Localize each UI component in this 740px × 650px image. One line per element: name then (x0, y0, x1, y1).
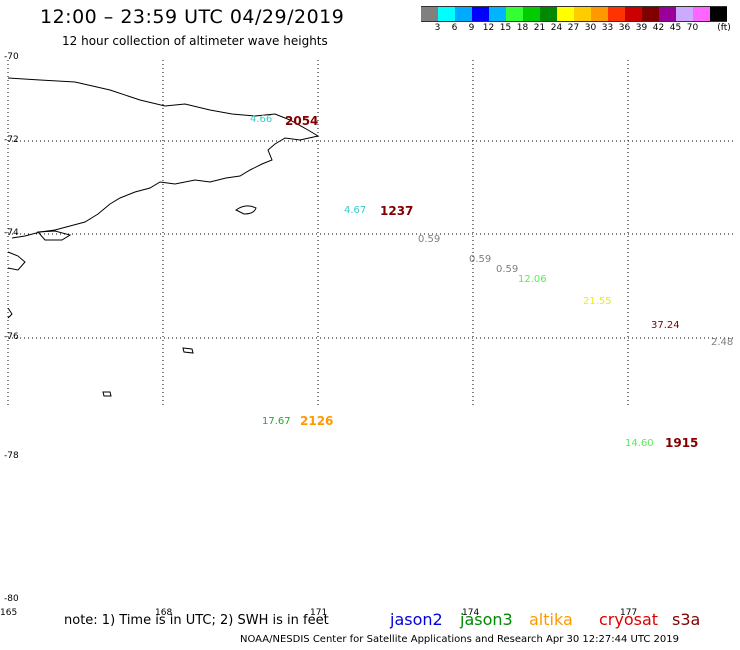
satellite-altika: altika (529, 610, 573, 629)
wave-height-label: 0.59 (418, 234, 441, 245)
legend-label: 18 (516, 23, 529, 33)
wave-height-label: 12.06 (518, 274, 547, 285)
legend-label: 3 (434, 23, 441, 33)
legend-swatch (540, 6, 557, 22)
satellite-jason2: jason2 (390, 610, 443, 629)
legend-swatch (710, 6, 727, 22)
wave-height-label: 37.24 (651, 320, 680, 331)
satellite-cryosat: cryosat (599, 610, 659, 629)
legend-swatch (574, 6, 591, 22)
legend-label: 6 (451, 23, 458, 33)
legend-swatch (693, 6, 710, 22)
coastline (7, 77, 320, 397)
legend-swatch (523, 6, 540, 22)
legend-swatch (455, 6, 472, 22)
legend-label: 9 (468, 23, 475, 33)
legend-swatch (642, 6, 659, 22)
map-title: 12:00 – 23:59 UTC 04/29/2019 (40, 6, 345, 28)
legend-swatch (421, 6, 438, 22)
legend-label: 24 (550, 23, 563, 33)
lat-label: -70 (4, 52, 19, 62)
wave-height-label: 2.48 (711, 337, 734, 348)
lon-label: 177 (620, 608, 638, 618)
legend-label: 27 (567, 23, 580, 33)
pass-time-label: 2054 (285, 114, 319, 128)
legend-label: 70 (686, 23, 699, 33)
legend-label: 21 (533, 23, 546, 33)
legend-label: 36 (618, 23, 631, 33)
map-subtitle: 12 hour collection of altimeter wave hei… (62, 34, 328, 48)
footer-note: note: 1) Time is in UTC; 2) SWH is in fe… (64, 613, 329, 628)
wave-height-label: 0.59 (496, 264, 519, 275)
legend-label: 15 (499, 23, 512, 33)
wave-height-label: 4.66 (250, 114, 273, 125)
satellite-s3a: s3a (672, 610, 701, 629)
legend-label: 30 (584, 23, 597, 33)
lat-label: -72 (4, 135, 19, 145)
lat-label: -78 (4, 451, 19, 461)
legend-swatch (659, 6, 676, 22)
legend-swatch (557, 6, 574, 22)
satellite-jason3: jason3 (460, 610, 513, 629)
pass-time-label: 2126 (300, 414, 334, 428)
legend-label: 45 (669, 23, 682, 33)
wave-height-label: 17.67 (262, 416, 291, 427)
legend-swatch (608, 6, 625, 22)
lat-label: -76 (4, 332, 19, 342)
legend-swatch (625, 6, 642, 22)
legend-label: 12 (482, 23, 495, 33)
legend-swatch (676, 6, 693, 22)
lon-label: 168 (155, 608, 173, 618)
lon-label: 171 (310, 608, 328, 618)
wave-height-label: 4.67 (344, 205, 367, 216)
legend-swatch (438, 6, 455, 22)
legend-label: 42 (652, 23, 665, 33)
legend-swatch (472, 6, 489, 22)
pass-time-label: 1915 (665, 436, 699, 450)
legend-label: 33 (601, 23, 614, 33)
graticule (7, 60, 735, 406)
lat-label: -74 (4, 228, 19, 238)
footer-credit: NOAA/NESDIS Center for Satellite Applica… (240, 634, 679, 645)
lon-label: 174 (462, 608, 480, 618)
wave-height-label: 21.55 (583, 296, 612, 307)
pass-time-label: 1237 (380, 204, 414, 218)
lon-label: 165 (0, 608, 18, 618)
legend-swatch (489, 6, 506, 22)
lat-label: -80 (4, 594, 19, 604)
legend-swatch (591, 6, 608, 22)
wave-height-label: 14.60 (625, 438, 654, 449)
wave-height-label: 0.59 (469, 254, 492, 265)
legend-label: 39 (635, 23, 648, 33)
legend-swatch (506, 6, 523, 22)
legend-unit: (ft) (717, 23, 731, 33)
